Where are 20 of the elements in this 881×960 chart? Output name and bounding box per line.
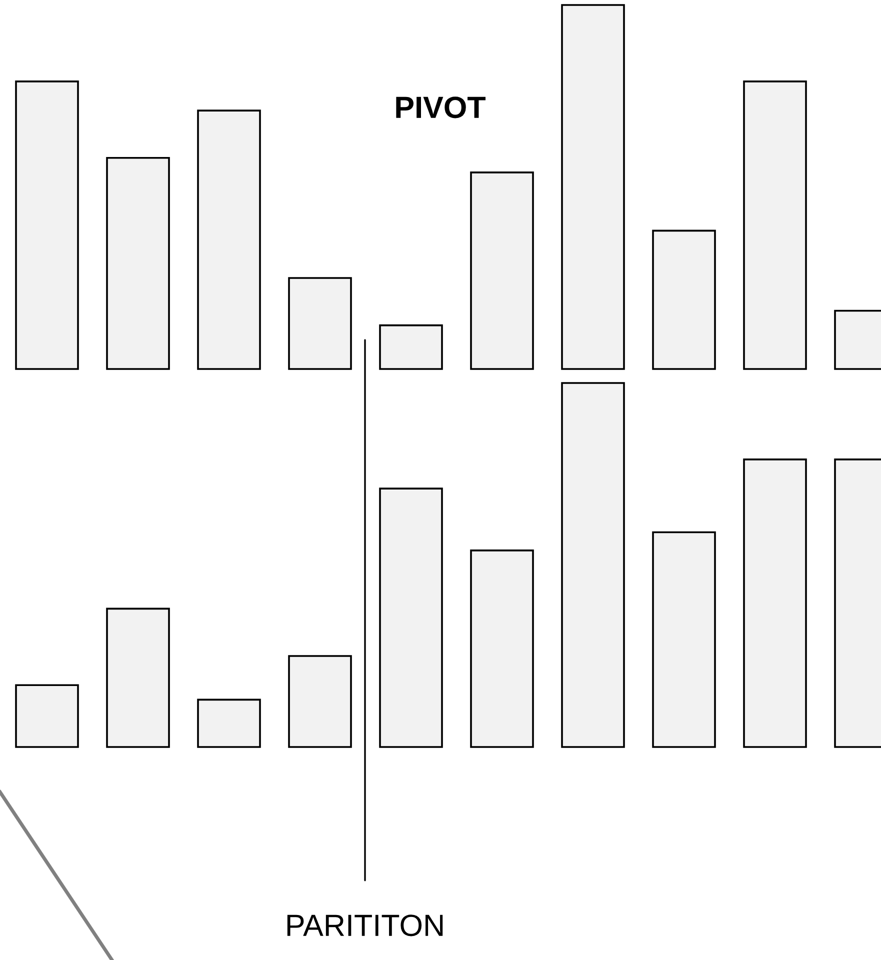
bar [379, 488, 443, 748]
bar [561, 4, 625, 370]
text: PARITITON [287, 914, 443, 936]
bar [106, 608, 170, 748]
bar [288, 277, 352, 370]
bar [652, 531, 716, 748]
bar [197, 110, 261, 370]
bar [561, 382, 625, 748]
bar [470, 172, 534, 370]
bar [652, 230, 716, 370]
bar [379, 324, 443, 370]
bar [743, 458, 807, 748]
bar [288, 655, 352, 748]
bar [197, 698, 261, 748]
bar [106, 156, 170, 370]
bar [470, 550, 534, 748]
bar [15, 80, 79, 370]
bar [15, 684, 79, 748]
bar [743, 80, 807, 370]
text: PIVOT [396, 96, 486, 118]
